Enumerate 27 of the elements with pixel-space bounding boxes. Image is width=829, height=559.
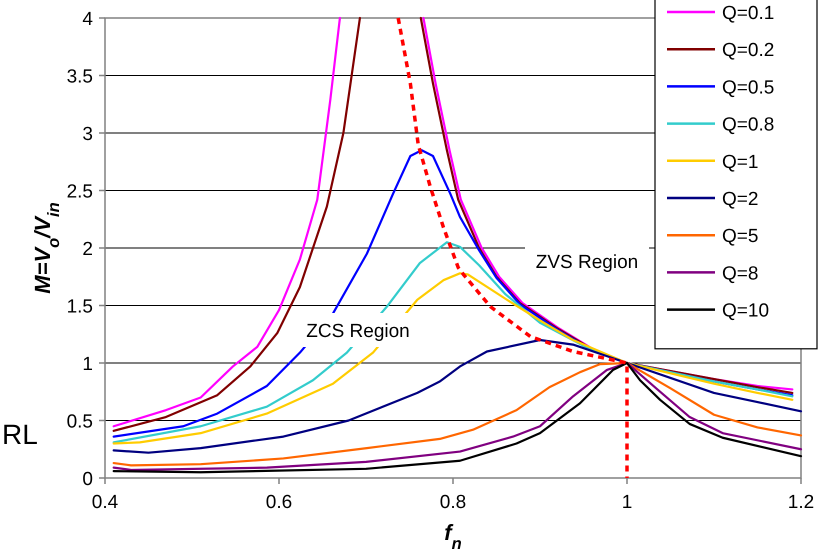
y-tick-label: 4 bbox=[82, 9, 94, 30]
y-tick-label: 1.5 bbox=[66, 296, 93, 318]
annotation: ZVS Region bbox=[536, 252, 638, 273]
legend-label: Q=2 bbox=[722, 189, 758, 210]
x-axis-title: f$_{n}$ bbox=[444, 520, 462, 553]
y-tick-label: 2 bbox=[82, 239, 93, 260]
x-tick-label: 1 bbox=[622, 492, 632, 513]
y-tick-label: 2.5 bbox=[66, 182, 93, 202]
y-tick-label: 0 bbox=[82, 469, 93, 490]
x-tick-label: 1.2 bbox=[788, 492, 814, 513]
legend-label: Q=0.8 bbox=[722, 114, 774, 136]
legend-label: Q=0.5 bbox=[722, 77, 774, 98]
y-tick-label: 3 bbox=[82, 124, 93, 145]
x-tick-label: 0.6 bbox=[266, 492, 292, 513]
legend-label: Q=5 bbox=[722, 226, 758, 248]
x-tick-label: 0.4 bbox=[92, 492, 119, 513]
legend-label: Q=1 bbox=[722, 152, 758, 173]
y-tick-label: 0.5 bbox=[66, 412, 93, 432]
legend-label: Q=0.2 bbox=[722, 40, 774, 62]
legend-label: Q=8 bbox=[722, 263, 758, 284]
text: RL bbox=[2, 419, 38, 450]
y-tick-label: 1 bbox=[82, 354, 93, 375]
legend-label: Q=0.1 bbox=[722, 3, 774, 24]
annotation: ZCS Region bbox=[306, 321, 410, 342]
x-tick-label: 0.8 bbox=[440, 492, 466, 513]
y-tick-label: 3.5 bbox=[66, 66, 93, 88]
legend-label: Q=10 bbox=[722, 300, 770, 322]
